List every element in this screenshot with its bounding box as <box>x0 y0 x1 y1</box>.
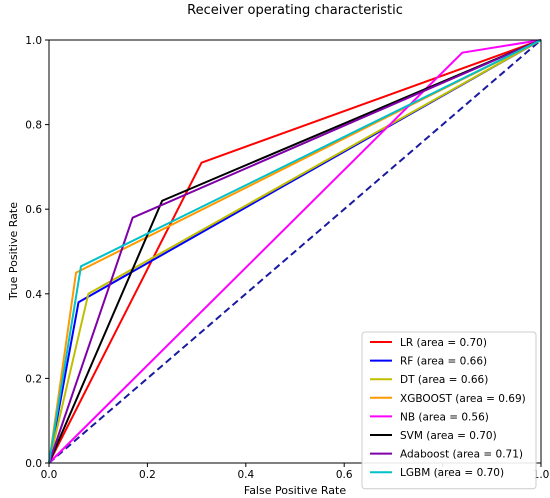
x-tick-label: 0.2 <box>139 469 156 481</box>
plot-area <box>48 39 542 464</box>
legend-entry-label: LR (area = 0.70) <box>400 337 487 349</box>
y-tick-label: 0.6 <box>25 204 42 216</box>
x-tick-label: 1.0 <box>533 469 550 481</box>
plot-frame <box>48 39 542 464</box>
roc-series-8-line <box>48 39 542 464</box>
y-tick-label: 0.4 <box>25 289 42 301</box>
legend-entry-label: XGBOOST (area = 0.69) <box>400 393 526 405</box>
x-tick-label: 0.6 <box>336 469 353 481</box>
y-tick-label: 0.8 <box>25 120 42 132</box>
y-axis-label: True Positive Rate <box>7 202 20 301</box>
legend-entry-label: RF (area = 0.66) <box>400 356 487 368</box>
roc-series-4-line <box>48 39 542 464</box>
y-tick-label: 0.2 <box>25 373 42 385</box>
legend: LR (area = 0.70) RF (area = 0.66) DT (area… <box>361 331 537 490</box>
legend-entry-label: SVM (area = 0.70) <box>400 430 497 442</box>
x-tick-label: 0.4 <box>237 469 254 481</box>
x-axis-label: False Positive Rate <box>244 484 346 497</box>
legend-entry-label: Adaboost (area = 0.71) <box>400 449 523 461</box>
roc-series-5-line <box>48 39 542 464</box>
roc-series-1-line <box>48 39 542 464</box>
chance-diagonal-line <box>48 39 542 464</box>
roc-series-6-line <box>48 39 542 464</box>
chart-title: Receiver operating characteristic <box>187 3 403 18</box>
legend-entry-label: LGBM (area = 0.70) <box>400 467 504 479</box>
y-tick-label: 1.0 <box>25 35 42 47</box>
legend-entry-label: NB (area = 0.56) <box>400 411 489 423</box>
legend-entry-label: DT (area = 0.66) <box>400 374 488 386</box>
x-tick-label: 0.0 <box>41 469 58 481</box>
roc-series-7-line <box>48 39 542 464</box>
y-tick-label: 0.0 <box>25 458 42 470</box>
legend-box <box>361 331 537 490</box>
